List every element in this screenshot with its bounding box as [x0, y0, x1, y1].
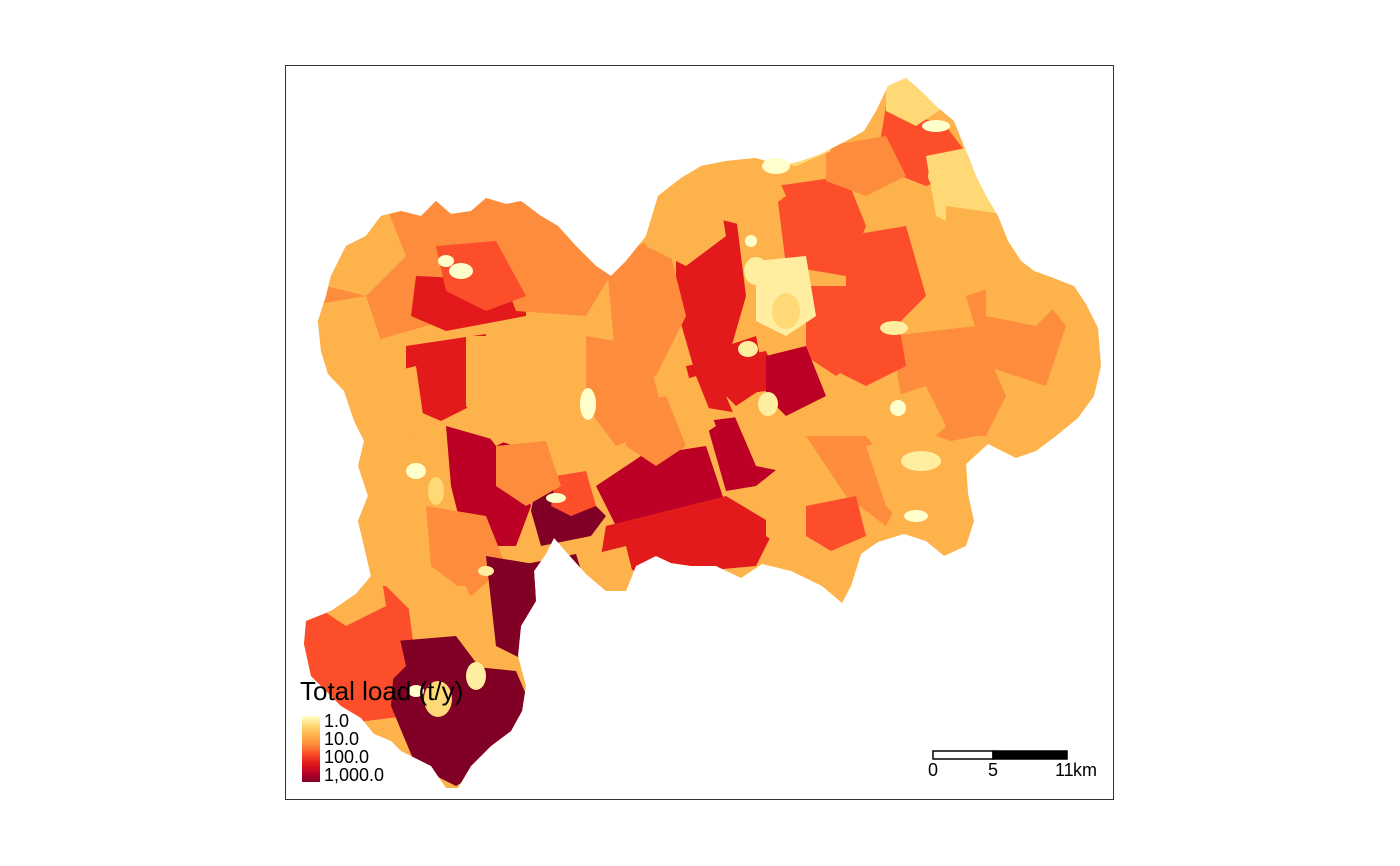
scale-label-5: 5: [988, 760, 999, 780]
legend-title: Total load (t/y): [300, 676, 464, 706]
legend-label-100: 100.0: [324, 747, 370, 767]
legend-label-10: 10.0: [324, 729, 360, 749]
scale-label-11: 11: [1055, 760, 1074, 780]
scale-unit: km: [1073, 760, 1097, 780]
scale-label-0: 0: [928, 760, 939, 780]
legend: Total load (t/y) 1.0 10.0 100.0 1,000.0: [300, 676, 464, 784]
map-frame: [285, 65, 1114, 800]
legend-label-1: 1.0: [324, 711, 350, 731]
scale-bar: 0 5 11 km: [924, 748, 1114, 788]
legend-color-ramp: [302, 716, 320, 782]
catchment-map: [304, 78, 1101, 788]
small-subbasins: [406, 120, 964, 717]
scale-bar-graphic: [932, 750, 1068, 760]
legend-label-1000: 1,000.0: [324, 765, 385, 785]
